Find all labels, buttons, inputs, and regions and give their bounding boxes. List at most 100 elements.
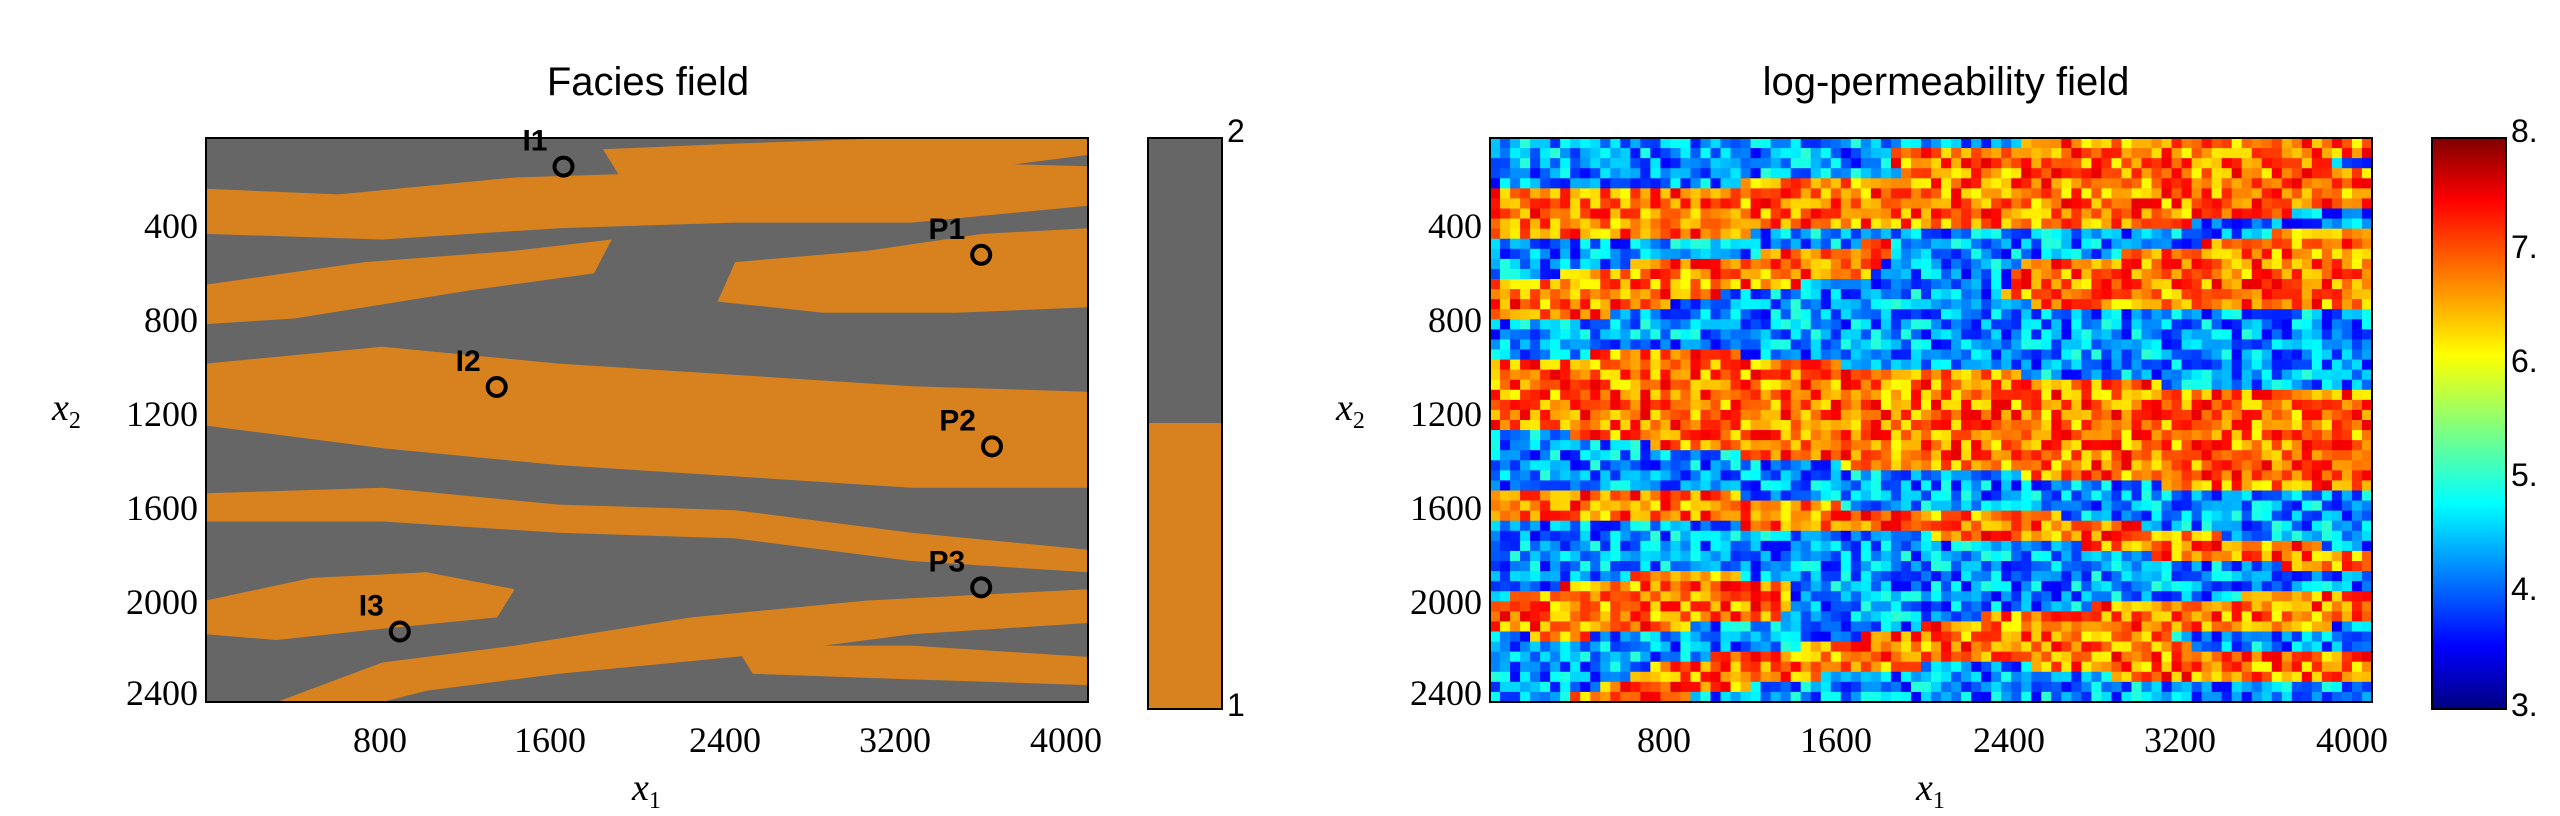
permeability-cell	[1941, 158, 1952, 169]
permeability-cell	[1900, 641, 1912, 653]
permeability-cell	[2151, 571, 2163, 582]
facies-y-tick: 400	[144, 206, 198, 246]
permeability-cell	[1590, 369, 1601, 381]
permeability-cell	[1870, 228, 1882, 240]
permeability-cell	[1690, 218, 1702, 230]
permeability-cell	[1991, 268, 2002, 280]
permeability-cell	[1650, 500, 1661, 512]
permeability-cell	[2231, 168, 2243, 179]
permeability-cell	[1810, 188, 1822, 200]
permeability-cell	[1490, 279, 1501, 290]
permeability-cell	[1850, 188, 1862, 200]
permeability-cell	[2221, 138, 2233, 149]
permeability-cell	[2171, 208, 2183, 220]
permeability-cell	[2321, 480, 2333, 492]
permeability-cell	[1650, 430, 1661, 441]
permeability-cell	[2191, 661, 2203, 673]
permeability-cell	[2081, 158, 2092, 169]
permeability-cell	[2191, 601, 2203, 612]
permeability-cell	[1620, 289, 1631, 300]
permeability-cell	[2261, 530, 2273, 542]
permeability-cell	[1760, 268, 1772, 280]
permeability-cell	[1740, 148, 1752, 159]
permeability-cell	[1570, 399, 1581, 411]
permeability-cell	[1810, 480, 1822, 492]
permeability-cell	[2051, 329, 2062, 341]
permeability-cell	[2281, 470, 2293, 482]
permeability-cell	[2221, 369, 2233, 381]
permeability-cell	[2061, 228, 2072, 240]
permeability-cell	[1590, 279, 1601, 290]
permeability-cell	[2081, 188, 2092, 200]
permeability-cell	[1971, 228, 1982, 240]
permeability-cell	[2071, 581, 2082, 592]
permeability-cell	[2001, 228, 2012, 240]
permeability-cell	[2221, 248, 2233, 260]
permeability-cell	[1900, 238, 1912, 250]
permeability-cell	[1991, 369, 2002, 381]
permeability-cell	[1991, 661, 2002, 673]
permeability-cell	[2351, 158, 2363, 169]
permeability-cell	[1670, 510, 1682, 522]
permeability-cell	[2221, 671, 2233, 683]
permeability-cell	[1890, 158, 1902, 169]
permeability-cell	[2211, 601, 2223, 612]
permeability-cell	[2091, 369, 2102, 381]
permeability-cell	[1770, 450, 1782, 461]
permeability-cell	[1640, 138, 1651, 149]
permeability-cell	[2341, 520, 2353, 532]
permeability-cell	[1910, 651, 1922, 663]
well-marker	[970, 576, 993, 599]
permeability-cell	[1760, 540, 1772, 552]
permeability-cell	[2061, 420, 2072, 431]
permeability-cell	[2261, 329, 2273, 341]
permeability-cell	[2021, 691, 2032, 702]
permeability-cell	[1981, 490, 1992, 502]
permeability-cell	[2141, 510, 2153, 522]
permeability-cell	[2271, 359, 2283, 371]
permeability-cell	[1991, 561, 2002, 572]
permeability-cell	[1490, 399, 1501, 411]
permeability-cell	[2061, 208, 2072, 220]
permeability-cell	[1700, 359, 1712, 371]
permeability-cell	[1620, 621, 1631, 633]
permeability-cell	[1630, 561, 1641, 572]
permeability-cell	[1941, 198, 1952, 210]
permeability-cell	[1740, 238, 1752, 250]
permeability-cell	[1961, 158, 1972, 169]
permeability-cell	[1700, 540, 1712, 552]
permeability-cell	[1870, 601, 1882, 612]
permeability-cell	[2231, 359, 2243, 371]
permeability-cell	[2101, 399, 2113, 411]
permeability-cell	[1850, 530, 1862, 542]
permeability-cell	[2191, 379, 2203, 391]
permeability-cell	[2151, 158, 2163, 169]
permeability-cell	[1500, 631, 1511, 643]
permeability-cell	[1860, 440, 1872, 451]
permeability-cell	[1640, 399, 1651, 411]
permeability-cell	[1991, 299, 2002, 310]
permeability-cell	[2091, 450, 2102, 461]
permeability-cell	[1530, 591, 1541, 602]
permeability-cell	[2191, 450, 2203, 461]
permeability-cell	[1710, 399, 1722, 411]
permeability-cell	[1700, 138, 1712, 149]
permeability-cell	[1500, 641, 1511, 653]
permeability-cell	[2351, 299, 2363, 310]
permeability-cell	[2071, 510, 2082, 522]
permeability-cell	[2141, 258, 2153, 270]
permeability-cell	[2171, 238, 2183, 250]
permeability-cell	[1910, 661, 1922, 673]
permeability-cell	[1880, 138, 1892, 149]
permeability-cell	[1941, 279, 1952, 290]
permeability-cell	[2021, 540, 2032, 552]
permeability-cell	[2291, 349, 2303, 361]
permeability-cell	[1550, 258, 1561, 270]
permeability-cell	[1770, 319, 1782, 330]
permeability-cell	[1880, 470, 1892, 482]
permeability-cell	[2351, 198, 2363, 210]
permeability-cell	[1720, 571, 1732, 582]
permeability-cell	[2061, 168, 2072, 179]
permeability-cell	[1750, 198, 1762, 210]
permeability-cell	[1730, 440, 1742, 451]
